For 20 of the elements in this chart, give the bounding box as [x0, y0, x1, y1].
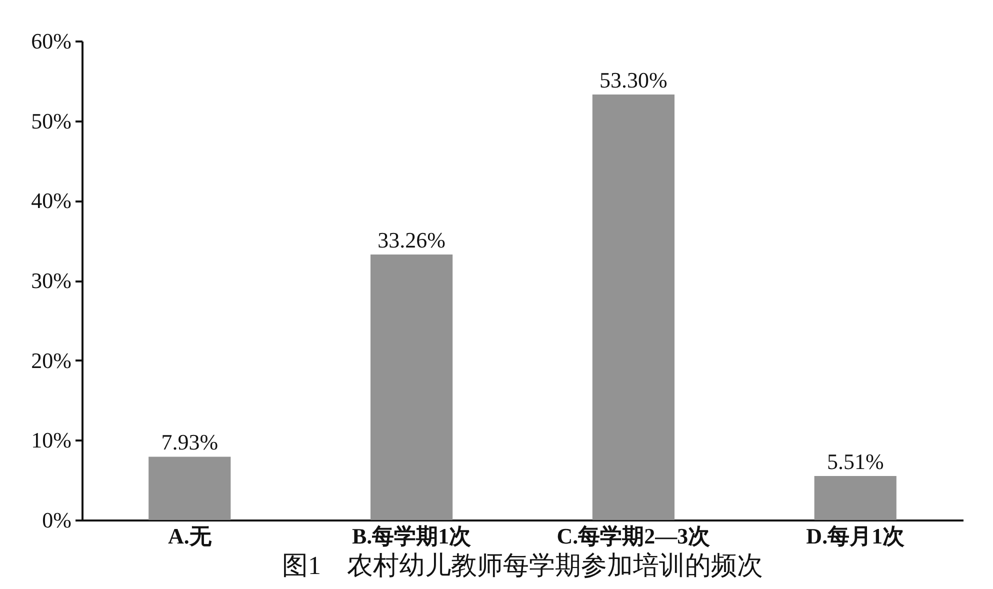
x-tick-label: B.每学期1次 [352, 524, 472, 548]
y-tick-label: 10% [31, 428, 72, 453]
bar [370, 254, 453, 520]
bar [148, 456, 231, 520]
y-tick-label: 0% [42, 508, 72, 532]
text: 图1 农村幼儿教师每学期参加培训的频次 [282, 551, 763, 580]
x-tick-label: C.每学期2—3次 [556, 524, 712, 548]
data-label: 7.93% [161, 430, 218, 455]
y-tick-label: 60% [31, 28, 72, 54]
y-tick-label: 50% [31, 108, 72, 134]
y-tick-label: 40% [31, 188, 72, 214]
y-tick-label: 20% [31, 348, 72, 373]
y-tick-label: 30% [31, 268, 72, 293]
x-tick-label: A.无 [168, 524, 212, 548]
data-label: 5.51% [826, 449, 884, 474]
data-label: 33.26% [378, 227, 446, 252]
bar [592, 94, 675, 520]
x-tick-label: D.每月1次 [806, 524, 906, 548]
bar [814, 476, 896, 520]
data-label: 53.30% [600, 67, 668, 92]
